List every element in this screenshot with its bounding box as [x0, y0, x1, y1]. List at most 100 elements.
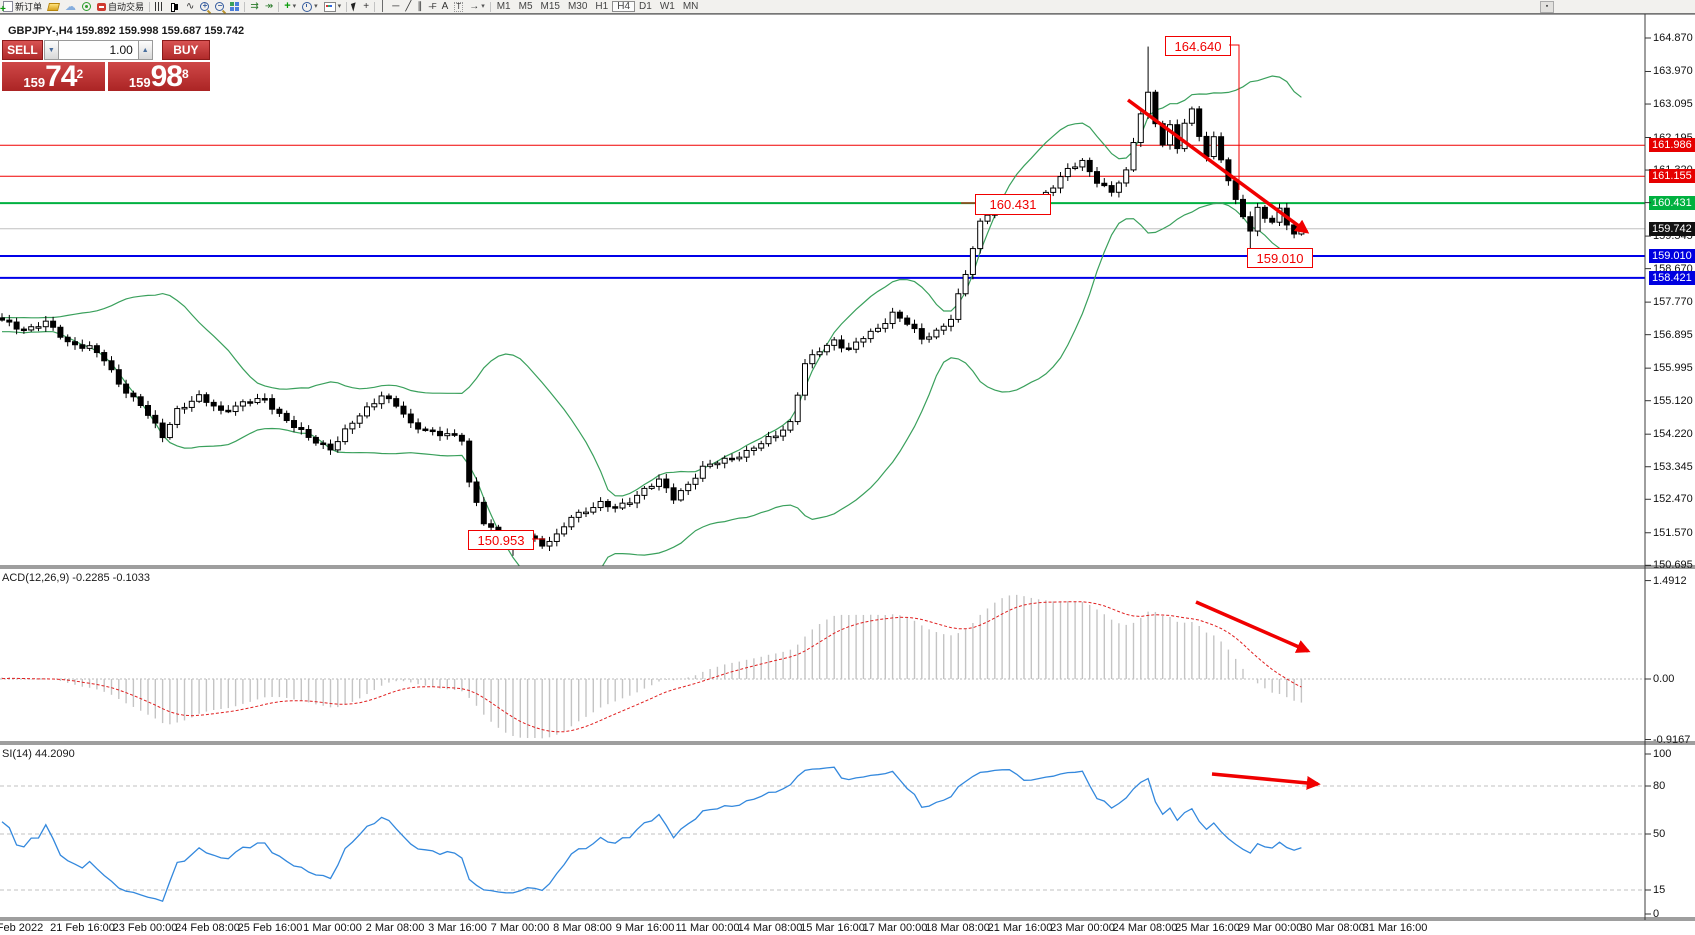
price-axis-tick-label: 151.570	[1653, 526, 1693, 539]
cursor-button[interactable]	[349, 1, 360, 13]
timeframe-h4-button[interactable]: H4	[612, 1, 636, 12]
navigator-icon	[82, 2, 92, 11]
channel-button[interactable]: ∥	[414, 1, 425, 13]
timeframe-d1-button[interactable]: D1	[639, 1, 652, 12]
time-axis-label: 25 Mar 16:00	[1175, 922, 1240, 934]
buy-price-display[interactable]: 159 98 8	[107, 62, 210, 92]
vertical-line-button[interactable]: │	[377, 1, 389, 13]
autotrading-button[interactable]: 自动交易	[94, 1, 147, 13]
time-axis-label: 3 Mar 16:00	[428, 922, 487, 934]
timeframe-m30-button[interactable]: M30	[567, 1, 588, 12]
text-label-icon: T	[454, 1, 464, 12]
buy-button[interactable]: BUY	[161, 40, 210, 60]
chevron-down-icon: ▾	[481, 2, 485, 10]
price-badge: 159.010	[1649, 248, 1695, 263]
time-axis-label: 18 Mar 08:00	[925, 922, 990, 934]
market-watch-button[interactable]	[45, 1, 62, 13]
bar-chart-button[interactable]	[152, 1, 167, 13]
price-annotation-box[interactable]: 164.640	[1165, 36, 1231, 56]
templates-icon	[323, 1, 336, 12]
time-axis-label: 11 Mar 00:00	[675, 922, 740, 934]
time-axis-label: 24 Feb 08:00	[175, 922, 240, 934]
volume-input[interactable]	[58, 40, 138, 60]
text-icon: A	[441, 0, 449, 12]
price-axis-tick-label: 156.895	[1653, 328, 1693, 341]
sell-price-display[interactable]: 159 74 2	[2, 62, 105, 92]
timeframe-m15-button[interactable]: M15	[540, 1, 560, 12]
text-button[interactable]: A	[439, 1, 452, 13]
price-axis-tick-label: 154.220	[1653, 428, 1693, 441]
candlestick-chart-button[interactable]	[167, 1, 183, 13]
timeframe-w1-button[interactable]: W1	[659, 1, 675, 12]
timeframe-mn-button[interactable]: MN	[682, 1, 699, 12]
toolbar-docker-button[interactable]: ▪	[1540, 1, 1554, 13]
auto-scroll-button[interactable]: ↠	[262, 1, 276, 13]
macd-axis-tick-label: 1.4912	[1653, 574, 1687, 587]
price-axis-tick-label: 152.470	[1653, 493, 1693, 506]
zoom-out-icon: −	[215, 1, 225, 11]
text-label-button[interactable]: T	[451, 1, 466, 13]
time-axis-label: 21 Feb 16:00	[50, 922, 115, 934]
sell-button[interactable]: SELL	[2, 40, 43, 60]
zoom-out-button[interactable]: −	[212, 1, 227, 13]
indicators-button[interactable]: + ▾	[281, 1, 299, 13]
price-annotation-box[interactable]: 160.431	[975, 194, 1051, 215]
arrows-button[interactable]: → ▾	[466, 1, 488, 13]
channel-icon: ∥	[417, 0, 423, 12]
auto-scroll-icon: ↠	[264, 1, 274, 12]
chevron-down-icon: ▾	[292, 2, 297, 10]
periods-button[interactable]: ▾	[299, 1, 321, 13]
autotrading-icon	[97, 2, 107, 11]
zoom-in-button[interactable]: +	[197, 1, 212, 13]
fibonacci-button[interactable]: --F	[425, 1, 438, 13]
templates-button[interactable]: ▾	[321, 1, 345, 13]
new-order-button[interactable]: 新订单	[0, 1, 45, 15]
toolbar-separator	[489, 1, 491, 12]
horizontal-line-button[interactable]: ─	[389, 1, 402, 13]
rsi-axis-tick-label: 100	[1653, 748, 1672, 760]
rsi-indicator-label: SI(14) 44.2090	[2, 748, 75, 760]
price-annotation-box[interactable]: 159.010	[1247, 248, 1313, 268]
price-axis-tick-label: 155.995	[1653, 362, 1693, 375]
time-axis-label: 25 Feb 16:00	[237, 922, 303, 934]
sell-price-sup: 2	[76, 67, 84, 81]
data-window-button[interactable]: ☁	[62, 1, 79, 13]
price-axis-tick-label: 157.770	[1653, 296, 1693, 309]
line-chart-button[interactable]: ∿	[183, 1, 197, 13]
tile-windows-button[interactable]	[227, 1, 242, 13]
buy-price-sup: 8	[181, 67, 189, 81]
navigator-button[interactable]	[79, 1, 94, 13]
timeframe-m1-button[interactable]: M1	[496, 1, 511, 12]
sell-price-prefix: 159	[23, 75, 46, 90]
chart-shift-button[interactable]: ⇉	[247, 1, 261, 13]
price-axis-tick-label: 150.695	[1653, 559, 1693, 572]
rsi-axis-tick-label: 15	[1653, 884, 1666, 896]
trendline-button[interactable]: ╱	[402, 1, 414, 13]
time-axis-label: 1 Mar 00:00	[303, 922, 362, 934]
chart-title: GBPJPY-,H4 159.892 159.998 159.687 159.7…	[8, 25, 245, 37]
time-axis-label: 15 Mar 16:00	[800, 922, 865, 934]
autotrading-label: 自动交易	[108, 2, 145, 12]
time-axis-label: 7 Mar 00:00	[490, 922, 550, 934]
volume-increase-button[interactable]: ▲	[137, 40, 153, 60]
crosshair-button[interactable]: +	[360, 1, 372, 13]
price-annotation-box[interactable]: 150.953	[468, 530, 534, 550]
price-axis-tick-label: 163.970	[1653, 65, 1693, 78]
new-order-icon	[0, 1, 13, 15]
periods-icon	[302, 1, 313, 12]
main-price-chart[interactable]	[0, 14, 1645, 566]
data-window-icon: ☁	[65, 0, 77, 13]
toolbar-separator	[149, 1, 151, 12]
candlestick-chart-icon	[170, 2, 180, 12]
zoom-in-icon: +	[200, 1, 210, 11]
volume-decrease-button[interactable]: ▼	[43, 40, 59, 60]
time-axis-label: 23 Feb 00:00	[112, 922, 178, 934]
price-axis-tick-label: 163.095	[1653, 98, 1693, 111]
macd-panel[interactable]	[0, 568, 1645, 742]
rsi-panel[interactable]	[0, 744, 1645, 918]
toolbar-separator	[374, 1, 376, 12]
time-axis-label: 14 Mar 08:00	[737, 922, 803, 934]
timeframe-h1-button[interactable]: H1	[595, 1, 609, 12]
timeframe-m5-button[interactable]: M5	[518, 1, 533, 12]
